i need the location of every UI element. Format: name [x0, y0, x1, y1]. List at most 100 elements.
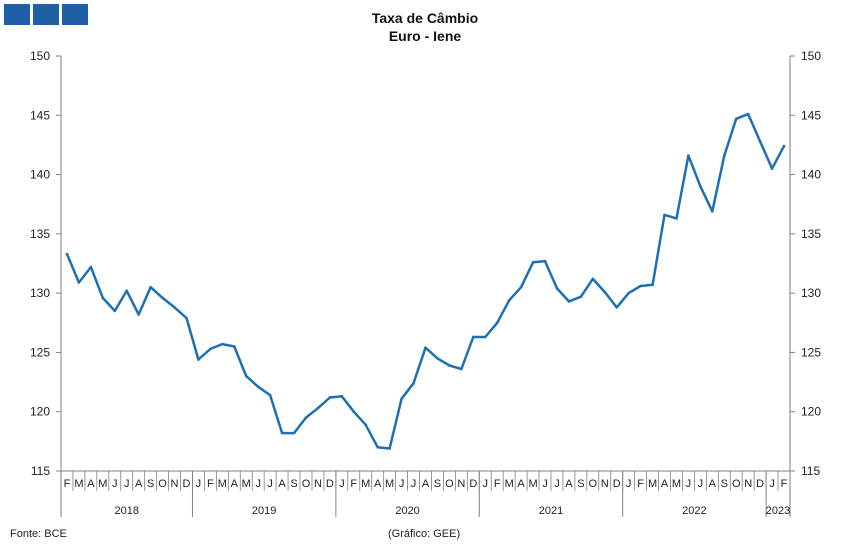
data-point — [555, 287, 559, 290]
y-tick-label-right: 150 — [801, 49, 821, 63]
data-point — [113, 309, 117, 313]
x-month-label: F — [781, 478, 788, 490]
x-month-label: J — [399, 478, 405, 490]
y-tick-label-right: 115 — [801, 464, 820, 478]
x-month-label: N — [744, 478, 752, 490]
x-month-label: F — [637, 478, 644, 490]
x-month-label: F — [207, 478, 214, 490]
chart-credit: (Gráfico: GEE) — [388, 528, 461, 540]
x-month-label: S — [434, 478, 441, 490]
data-point — [244, 374, 248, 378]
data-point — [280, 431, 284, 435]
data-point — [89, 265, 93, 269]
data-point — [316, 406, 320, 410]
x-month-label: A — [422, 478, 430, 490]
x-year-label: 2018 — [114, 505, 138, 517]
x-month-label: A — [231, 478, 239, 490]
y-tick-label-left: 125 — [30, 345, 50, 359]
data-point — [137, 313, 140, 316]
data-point — [268, 393, 272, 397]
x-month-label: D — [756, 478, 764, 490]
x-month-label: A — [565, 478, 573, 490]
x-month-label: O — [589, 478, 598, 490]
data-point — [400, 397, 403, 400]
data-point — [758, 140, 762, 143]
source-note: Fonte: BCE — [10, 528, 67, 540]
x-month-label: J — [267, 478, 273, 490]
x-month-label: A — [278, 478, 286, 490]
x-month-label: D — [469, 478, 477, 490]
x-month-label: J — [339, 478, 345, 490]
data-point — [101, 296, 105, 300]
x-month-label: J — [483, 478, 489, 490]
x-month-label: D — [613, 478, 621, 490]
logo-block — [62, 4, 88, 25]
y-tick-label-left: 115 — [31, 464, 50, 478]
data-point — [734, 117, 738, 121]
x-month-label: J — [698, 478, 704, 490]
x-month-label: J — [196, 478, 202, 490]
x-year-label: 2020 — [395, 505, 419, 517]
x-month-label: A — [135, 478, 143, 490]
data-point — [292, 431, 296, 435]
x-month-label: S — [290, 478, 297, 490]
x-month-label: M — [528, 478, 537, 490]
data-point — [722, 154, 726, 157]
data-point — [543, 259, 547, 263]
logo-block — [4, 4, 30, 25]
x-month-label: J — [255, 478, 261, 490]
x-year-label: 2023 — [766, 505, 790, 517]
data-point — [209, 347, 212, 351]
data-point — [376, 445, 379, 449]
data-point — [627, 291, 630, 295]
y-tick-label-right: 145 — [801, 108, 821, 122]
y-tick-label-right: 130 — [801, 286, 821, 300]
x-year-label: 2022 — [682, 505, 706, 517]
data-point — [579, 295, 583, 299]
x-month-label: J — [112, 478, 118, 490]
x-month-label: N — [601, 478, 609, 490]
data-point — [460, 367, 463, 371]
data-point — [675, 217, 678, 220]
x-month-label: J — [411, 478, 417, 490]
data-point — [483, 335, 487, 339]
data-point — [448, 364, 451, 367]
data-point — [699, 185, 702, 188]
data-point — [687, 154, 690, 157]
data-point — [782, 144, 786, 148]
y-tick-label-left: 150 — [30, 49, 50, 63]
x-month-label: O — [302, 478, 311, 490]
data-point — [603, 290, 607, 294]
data-point — [77, 281, 81, 284]
x-month-label: N — [457, 478, 465, 490]
data-point — [197, 358, 200, 361]
y-tick-label-left: 145 — [30, 108, 50, 122]
x-month-label: J — [626, 478, 632, 490]
x-month-label: S — [147, 478, 154, 490]
data-point — [185, 316, 188, 320]
data-point — [567, 300, 571, 303]
data-point — [328, 396, 332, 399]
data-point — [388, 447, 391, 450]
data-point — [256, 385, 260, 389]
data-point — [663, 213, 666, 217]
x-month-label: M — [74, 478, 83, 490]
x-month-label: S — [721, 478, 728, 490]
logo-block — [33, 4, 59, 25]
x-month-label: J — [554, 478, 560, 490]
data-point — [221, 342, 224, 346]
data-point — [639, 284, 642, 288]
data-point — [531, 261, 535, 264]
x-month-label: A — [661, 478, 669, 490]
x-month-label: M — [361, 478, 370, 490]
x-month-label: J — [542, 478, 548, 490]
x-month-label: M — [218, 478, 227, 490]
chart-subtitle: Euro - Iene — [388, 28, 462, 44]
x-month-label: A — [374, 478, 382, 490]
x-month-label: M — [242, 478, 251, 490]
y-tick-label-left: 130 — [30, 286, 50, 300]
x-month-label: J — [769, 478, 775, 490]
data-point — [436, 357, 439, 360]
x-month-label: J — [124, 478, 130, 490]
